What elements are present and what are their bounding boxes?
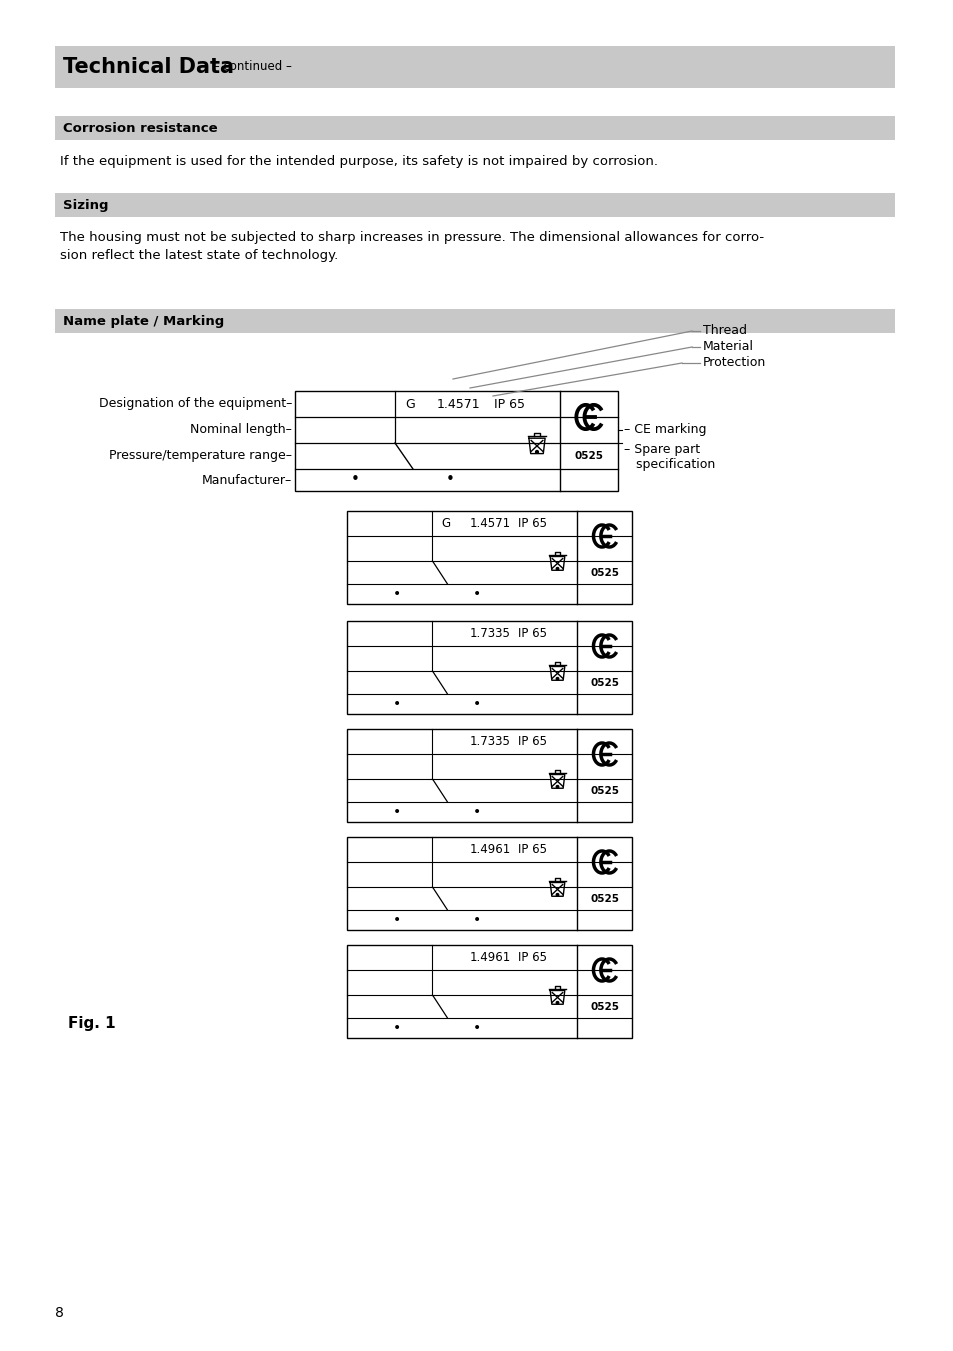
- Text: •: •: [473, 913, 481, 927]
- Bar: [347, 838, 632, 929]
- Text: •: •: [393, 586, 401, 601]
- Text: •: •: [393, 1021, 401, 1035]
- Bar: [294, 390, 618, 490]
- Bar: [55, 309, 894, 332]
- Text: 0525: 0525: [590, 785, 618, 796]
- Text: •: •: [393, 805, 401, 819]
- Text: 1.4961: 1.4961: [470, 843, 511, 857]
- Text: 8: 8: [55, 1306, 64, 1320]
- Text: 0525: 0525: [590, 567, 618, 577]
- Text: •: •: [393, 913, 401, 927]
- Text: 1.4571: 1.4571: [470, 517, 511, 530]
- Text: Name plate / Marking: Name plate / Marking: [63, 315, 224, 327]
- Text: – continued –: – continued –: [210, 61, 292, 73]
- Text: IP 65: IP 65: [517, 843, 546, 857]
- Text: •: •: [350, 473, 359, 488]
- Text: 0525: 0525: [590, 893, 618, 904]
- Text: •: •: [473, 805, 481, 819]
- Text: 1.4961: 1.4961: [470, 951, 511, 965]
- Text: IP 65: IP 65: [494, 397, 525, 411]
- Circle shape: [556, 567, 558, 570]
- Text: 1.7335: 1.7335: [470, 627, 511, 640]
- Bar: [55, 116, 894, 141]
- Bar: [347, 730, 632, 821]
- Text: IP 65: IP 65: [517, 517, 546, 530]
- Text: •: •: [473, 586, 481, 601]
- Text: •: •: [473, 1021, 481, 1035]
- Text: Manufacturer–: Manufacturer–: [201, 473, 292, 486]
- Bar: [55, 193, 894, 218]
- Text: Corrosion resistance: Corrosion resistance: [63, 122, 217, 135]
- Text: 1.4571: 1.4571: [436, 397, 479, 411]
- Text: Fig. 1: Fig. 1: [68, 1016, 115, 1031]
- Bar: [55, 46, 894, 88]
- Text: Pressure/temperature range–: Pressure/temperature range–: [109, 450, 292, 462]
- Text: Designation of the equipment–: Designation of the equipment–: [98, 397, 292, 411]
- Text: IP 65: IP 65: [517, 627, 546, 640]
- Text: – Spare part
   specification: – Spare part specification: [623, 443, 715, 471]
- Text: 0525: 0525: [574, 451, 603, 461]
- Bar: [347, 944, 632, 1038]
- Text: Material: Material: [702, 340, 753, 354]
- Text: •: •: [473, 697, 481, 711]
- Circle shape: [556, 893, 558, 896]
- Circle shape: [556, 1001, 558, 1004]
- Text: Nominal length–: Nominal length–: [190, 423, 292, 436]
- Circle shape: [556, 677, 558, 680]
- Text: If the equipment is used for the intended purpose, its safety is not impaired by: If the equipment is used for the intende…: [60, 155, 658, 168]
- Text: G: G: [440, 517, 450, 530]
- Text: Protection: Protection: [702, 357, 765, 370]
- Text: •: •: [445, 473, 454, 488]
- Circle shape: [535, 450, 537, 454]
- Text: 0525: 0525: [590, 677, 618, 688]
- Text: Technical Data: Technical Data: [63, 57, 233, 77]
- Text: – CE marking: – CE marking: [623, 423, 706, 436]
- Text: 1.7335: 1.7335: [470, 735, 511, 748]
- Text: IP 65: IP 65: [517, 735, 546, 748]
- Bar: [347, 621, 632, 713]
- Text: IP 65: IP 65: [517, 951, 546, 965]
- Text: •: •: [393, 697, 401, 711]
- Text: The housing must not be subjected to sharp increases in pressure. The dimensiona: The housing must not be subjected to sha…: [60, 231, 763, 262]
- Bar: [347, 511, 632, 604]
- Text: G: G: [405, 397, 415, 411]
- Text: Sizing: Sizing: [63, 199, 109, 212]
- Circle shape: [556, 785, 558, 788]
- Text: Thread: Thread: [702, 324, 746, 338]
- Text: 0525: 0525: [590, 1001, 618, 1012]
